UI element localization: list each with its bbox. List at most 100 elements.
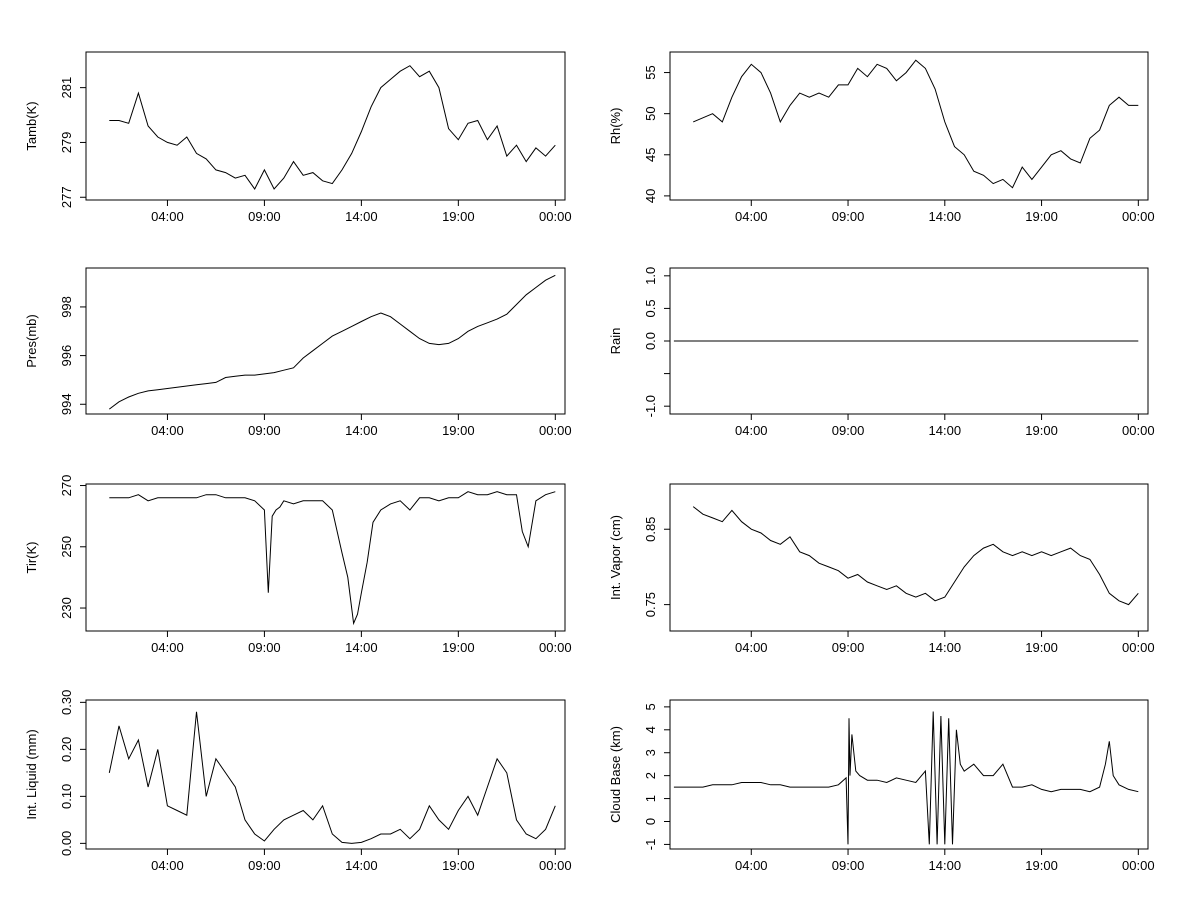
y-tick-label: 0.30 (59, 690, 74, 715)
x-tick-label: 09:00 (248, 640, 281, 655)
panel-3: 04:00 09:00 14:00 19:00 00:00 994 996 998 Pres(m… (24, 267, 572, 438)
x-tick-label: 19:00 (1025, 209, 1058, 224)
x-tick-label: 04:00 (151, 209, 184, 224)
x-tick-label: 09:00 (832, 423, 865, 438)
x-tick-label: 09:00 (832, 858, 865, 873)
y-tick-label: 230 (59, 597, 74, 619)
x-tick-label: 19:00 (1025, 858, 1058, 873)
y-tick-label: 2 (643, 772, 658, 779)
x-tick-label: 09:00 (832, 209, 865, 224)
panel-4: 04:00 09:00 14:00 19:00 00:00 -1.0 0.0 0.5 1.0 Ra… (608, 267, 1155, 438)
y-tick-label: 0.10 (59, 784, 74, 809)
x-tick-label: 04:00 (151, 858, 184, 873)
y-tick-label: 994 (59, 393, 74, 415)
y-axis-label: Rh(%) (608, 108, 623, 145)
y-tick-label: 277 (59, 186, 74, 208)
y-axis-label: Rain (608, 328, 623, 355)
x-tick-label: 19:00 (1025, 423, 1058, 438)
x-tick-label: 19:00 (442, 209, 475, 224)
x-tick-label: 04:00 (735, 209, 768, 224)
plot-frame (85, 699, 566, 850)
y-tick-label: 0.75 (643, 592, 658, 617)
y-tick-label: 1.0 (643, 267, 658, 285)
x-tick-label: 04:00 (151, 423, 184, 438)
y-tick-label: 55 (643, 65, 658, 79)
y-tick-label: 281 (59, 77, 74, 99)
y-axis-label: Pres(mb) (24, 314, 39, 367)
x-tick-label: 14:00 (345, 209, 378, 224)
y-tick-label: 5 (643, 703, 658, 710)
y-tick-label: 279 (59, 132, 74, 154)
x-tick-label: 04:00 (735, 858, 768, 873)
series-line (693, 59, 1139, 189)
panel-6: 04:00 09:00 14:00 19:00 00:00 0.75 0.85 Int. Va… (608, 483, 1155, 655)
y-tick-label: 0.0 (643, 332, 658, 350)
y-tick-label: 0.5 (643, 299, 658, 317)
x-tick-label: 00:00 (1122, 423, 1155, 438)
x-tick-label: 14:00 (929, 858, 962, 873)
series-line (108, 274, 556, 410)
x-tick-label: 19:00 (1025, 640, 1058, 655)
y-tick-label: 996 (59, 345, 74, 367)
x-tick-label: 09:00 (248, 423, 281, 438)
y-tick-label: 1 (643, 795, 658, 802)
x-tick-label: 04:00 (735, 423, 768, 438)
series-line (108, 711, 556, 844)
y-tick-label: 40 (643, 189, 658, 203)
y-tick-label: 3 (643, 749, 658, 756)
panel-2: 04:00 09:00 14:00 19:00 00:00 40 45 50 55 Rh(%) (608, 51, 1155, 224)
plot-frame (669, 51, 1149, 201)
x-tick-label: 00:00 (1122, 209, 1155, 224)
series-line (109, 491, 556, 626)
x-tick-label: 04:00 (151, 640, 184, 655)
y-tick-label: -1.0 (643, 395, 658, 417)
x-tick-label: 00:00 (539, 423, 572, 438)
panel-1: 04:00 09:00 14:00 19:00 00:00 277 279 281 Tamb(K… (24, 51, 572, 224)
plot-frame (85, 267, 566, 415)
y-tick-label: 0.00 (59, 831, 74, 856)
x-tick-label: 09:00 (832, 640, 865, 655)
x-tick-label: 00:00 (1122, 858, 1155, 873)
x-tick-label: 00:00 (539, 209, 572, 224)
y-tick-label: 998 (59, 296, 74, 318)
x-tick-label: 14:00 (345, 423, 378, 438)
y-tick-label: 250 (59, 536, 74, 558)
series-line (109, 65, 556, 190)
y-tick-label: 270 (59, 475, 74, 497)
y-axis-label: Cloud Base (km) (608, 726, 623, 823)
plot-frame (85, 51, 566, 201)
x-tick-label: 09:00 (248, 209, 281, 224)
x-tick-label: 00:00 (539, 858, 572, 873)
series-line (673, 711, 1139, 845)
y-tick-label: -1 (643, 839, 658, 851)
x-tick-label: 19:00 (442, 640, 475, 655)
panel-5: 04:00 09:00 14:00 19:00 00:00 230 250 270 Tir(K) (24, 475, 572, 655)
x-tick-label: 14:00 (929, 640, 962, 655)
plot-frame (669, 699, 1149, 850)
y-axis-label: Tamb(K) (24, 101, 39, 150)
panel-7: 04:00 09:00 14:00 19:00 00:00 0.00 0.10 0.20 0.3… (24, 690, 572, 873)
y-tick-label: 0.85 (643, 517, 658, 542)
x-tick-label: 09:00 (248, 858, 281, 873)
x-tick-label: 19:00 (442, 423, 475, 438)
x-tick-label: 00:00 (1122, 640, 1155, 655)
x-tick-label: 00:00 (539, 640, 572, 655)
y-tick-label: 0.20 (59, 737, 74, 762)
panel-8: 04:00 09:00 14:00 19:00 00:00 -1 0 1 2 3 4 5 Cloud B… (608, 699, 1155, 873)
x-tick-label: 14:00 (929, 423, 962, 438)
y-tick-label: 45 (643, 148, 658, 162)
y-tick-label: 4 (643, 726, 658, 733)
x-tick-label: 14:00 (345, 640, 378, 655)
x-tick-label: 04:00 (735, 640, 768, 655)
y-axis-label: Tir(K) (24, 541, 39, 573)
y-axis-label: Int. Vapor (cm) (608, 515, 623, 600)
x-tick-label: 14:00 (929, 209, 962, 224)
series-line (692, 506, 1139, 606)
plot-frame (669, 483, 1149, 632)
y-axis-label: Int. Liquid (mm) (24, 729, 39, 819)
plot-frame (85, 483, 566, 632)
x-tick-label: 14:00 (345, 858, 378, 873)
y-tick-label: 0 (643, 818, 658, 825)
y-tick-label: 50 (643, 106, 658, 120)
